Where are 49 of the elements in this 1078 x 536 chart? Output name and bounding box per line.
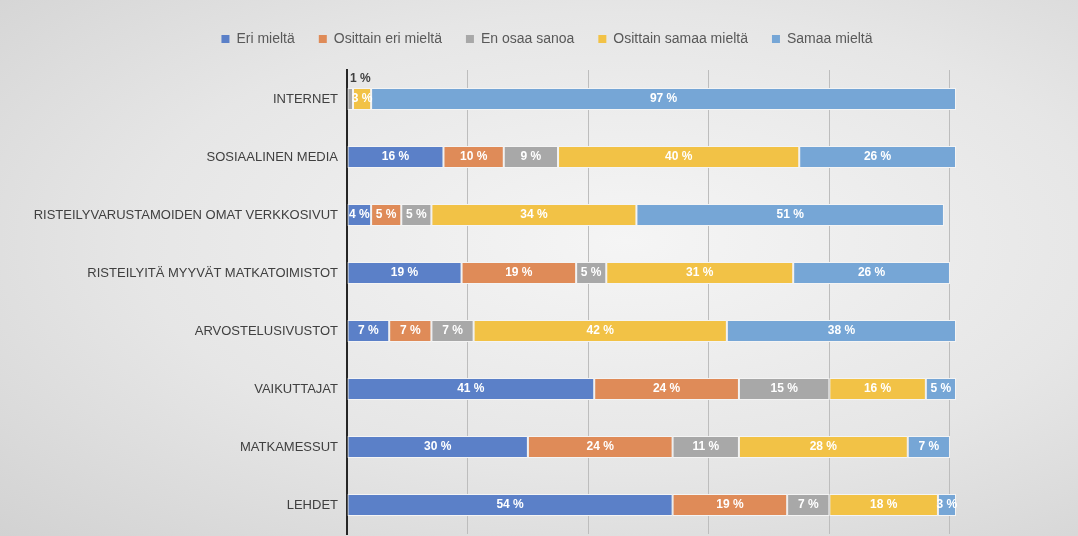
data-label: 19 % xyxy=(505,265,533,280)
data-label: 41 % xyxy=(457,381,485,396)
legend-label: Osittain eri mieltä xyxy=(333,29,443,46)
data-label: 7 % xyxy=(358,323,380,338)
data-label: 26 % xyxy=(863,149,892,164)
data-label: 51 % xyxy=(776,207,805,222)
data-label: 26 % xyxy=(857,265,886,280)
data-label: 10 % xyxy=(459,149,488,164)
data-label: 97 % xyxy=(649,91,678,106)
data-label: 42 % xyxy=(586,323,615,338)
data-label: 38 % xyxy=(827,323,856,338)
data-label: 28 % xyxy=(809,439,838,454)
data-label: 16 % xyxy=(863,381,892,396)
data-label: 34 % xyxy=(520,207,548,222)
data-label: 16 % xyxy=(381,149,410,164)
y-tick-label: SOSIAALINEN MEDIA xyxy=(206,148,339,164)
legend-label: Samaa mieltä xyxy=(786,29,873,46)
data-label: 11 % xyxy=(692,439,720,454)
data-label: 1 % xyxy=(350,71,371,86)
data-label: 40 % xyxy=(664,149,693,164)
data-label: 5 % xyxy=(580,265,602,280)
data-label: 19 % xyxy=(390,265,419,280)
legend-label: Osittain samaa mieltä xyxy=(613,29,749,46)
data-label: 5 % xyxy=(406,207,428,222)
data-label: 7 % xyxy=(399,323,421,338)
legend-label: Eri mieltä xyxy=(236,29,296,46)
y-tick-label: INTERNET xyxy=(273,90,339,106)
y-tick-label: RISTEILYITÄ MYYVÄT MATKATOIMISTOT xyxy=(87,264,339,280)
data-label: 9 % xyxy=(520,149,542,164)
data-label: 18 % xyxy=(869,497,898,512)
data-label: 54 % xyxy=(496,497,525,512)
y-tick-label: LEHDET xyxy=(286,496,339,512)
data-label: 19 % xyxy=(716,497,744,512)
data-label: 31 % xyxy=(686,265,714,280)
y-tick-label: VAIKUTTAJAT xyxy=(254,380,339,396)
data-label: 4 % xyxy=(348,207,370,222)
data-label: 7 % xyxy=(918,439,940,454)
y-tick-label: ARVOSTELUSIVUSTOT xyxy=(194,322,339,338)
data-label: 15 % xyxy=(770,381,799,396)
data-label: 5 % xyxy=(930,381,952,396)
legend-label: En osaa sanoa xyxy=(480,29,575,46)
data-label: 24 % xyxy=(652,381,681,396)
data-label: 7 % xyxy=(797,497,819,512)
y-tick-label: MATKAMESSUT xyxy=(240,438,339,454)
data-label: 7 % xyxy=(442,323,464,338)
data-label: 30 % xyxy=(424,439,452,454)
data-label: 24 % xyxy=(586,439,615,454)
y-tick-label: RISTEILYVARUSTAMOIDEN OMAT VERKKOSIVUT xyxy=(33,206,339,222)
data-label: 5 % xyxy=(375,207,397,222)
